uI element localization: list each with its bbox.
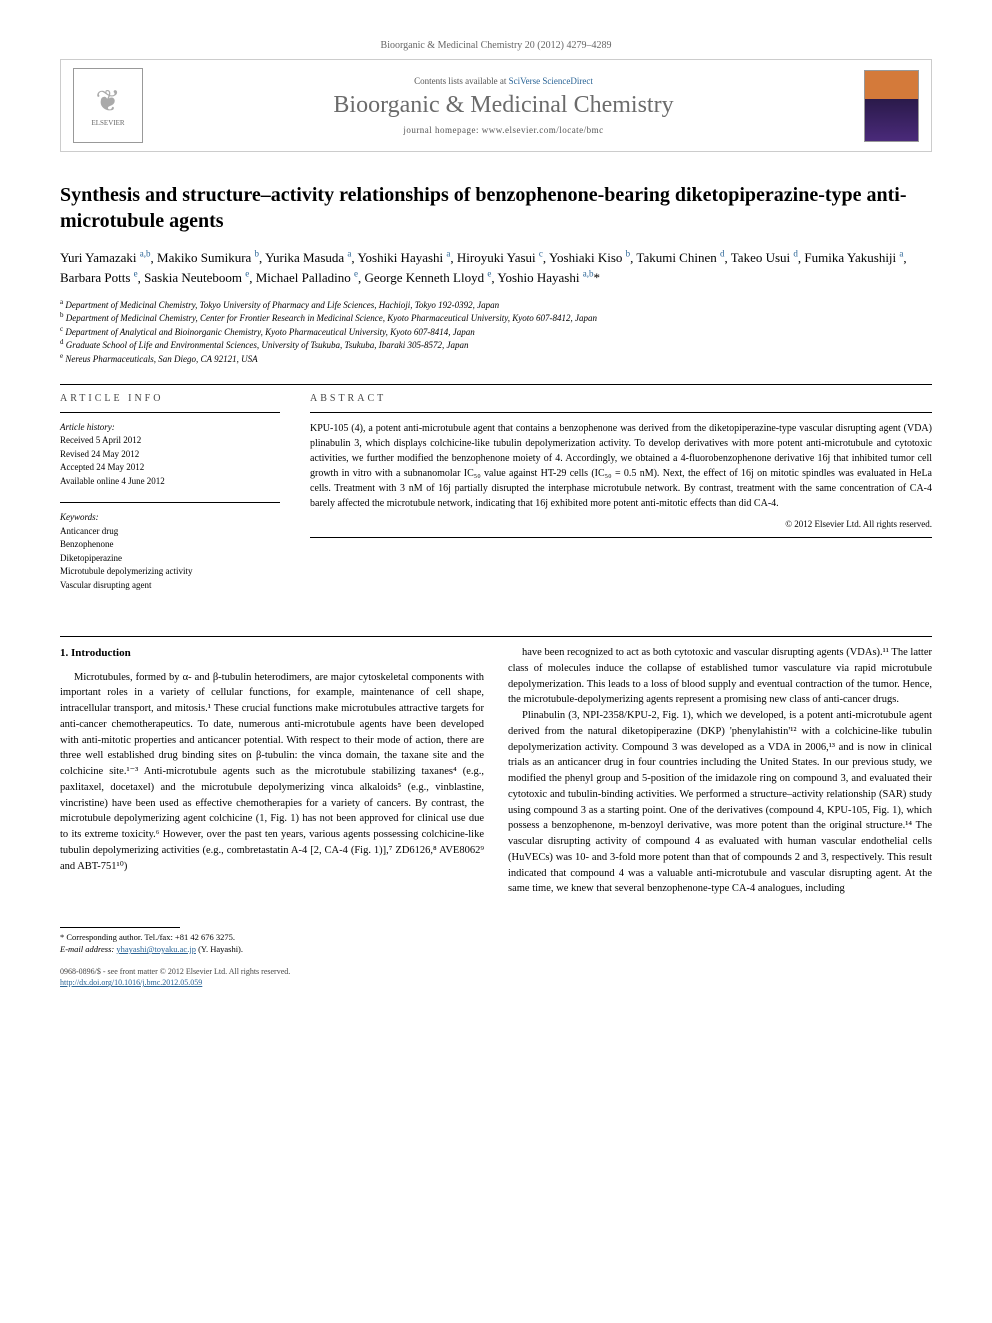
abstract-copyright: © 2012 Elsevier Ltd. All rights reserved… (310, 519, 932, 529)
author: Yuri Yamazaki a,b (60, 250, 151, 265)
author: George Kenneth Lloyd e (364, 270, 491, 285)
author: Saskia Neuteboom e (144, 270, 249, 285)
section-heading: 1. Introduction (60, 645, 484, 662)
elsevier-logo: ❦ ELSEVIER (73, 68, 143, 143)
author: Yoshiki Hayashi a (357, 250, 450, 265)
keywords-label: Keywords: (60, 511, 280, 525)
journal-header: ❦ ELSEVIER Contents lists available at S… (60, 59, 932, 152)
journal-cover-thumbnail (864, 70, 919, 142)
email-person: (Y. Hayashi). (198, 944, 243, 954)
article-title: Synthesis and structure–activity relatio… (60, 182, 932, 234)
affiliation: d Graduate School of Life and Environmen… (60, 338, 932, 352)
author: Fumika Yakushiji a (804, 250, 903, 265)
keyword-item: Benzophenone (60, 538, 280, 552)
page-footer: * Corresponding author. Tel./fax: +81 42… (60, 927, 932, 988)
abstract-column: ABSTRACT KPU-105 (4), a potent anti-micr… (310, 393, 932, 607)
journal-reference: Bioorganic & Medicinal Chemistry 20 (201… (60, 40, 932, 51)
author: Takumi Chinen d (636, 250, 724, 265)
sciverse-link[interactable]: SciVerse ScienceDirect (509, 76, 593, 86)
divider (60, 636, 932, 637)
body-paragraph: Plinabulin (3, NPI-2358/KPU-2, Fig. 1), … (508, 708, 932, 897)
history-item: Accepted 24 May 2012 (60, 461, 280, 475)
email-label: E-mail address: (60, 944, 114, 954)
author: Michael Palladino e (256, 270, 358, 285)
elsevier-tree-icon: ❦ (95, 84, 120, 119)
email-line: E-mail address: yhayashi@toyaku.ac.jp (Y… (60, 944, 932, 956)
abstract-text: KPU-105 (4), a potent anti-microtubule a… (310, 421, 932, 511)
author: Yurika Masuda a (265, 250, 351, 265)
author: Hiroyuki Yasui c (457, 250, 543, 265)
article-body: 1. Introduction Microtubules, formed by … (60, 645, 932, 897)
author: Makiko Sumikura b (157, 250, 259, 265)
affiliation: b Department of Medicinal Chemistry, Cen… (60, 311, 932, 325)
publisher-name: ELSEVIER (91, 119, 124, 127)
divider (60, 502, 280, 503)
divider (310, 412, 932, 413)
history-item: Received 5 April 2012 (60, 434, 280, 448)
divider (310, 537, 932, 538)
article-info-column: ARTICLE INFO Article history: Received 5… (60, 393, 280, 607)
affiliation: c Department of Analytical and Bioinorga… (60, 325, 932, 339)
history-label: Article history: (60, 421, 280, 435)
history-item: Revised 24 May 2012 (60, 448, 280, 462)
footer-divider (60, 927, 180, 928)
keyword-item: Diketopiperazine (60, 552, 280, 566)
affiliation: a Department of Medicinal Chemistry, Tok… (60, 298, 932, 312)
doi-link[interactable]: http://dx.doi.org/10.1016/j.bmc.2012.05.… (60, 978, 202, 987)
homepage-prefix: journal homepage: (403, 125, 481, 135)
email-link[interactable]: yhayashi@toyaku.ac.jp (116, 944, 196, 954)
contents-list-line: Contents lists available at SciVerse Sci… (143, 76, 864, 86)
author: Yoshio Hayashi a,b* (497, 270, 600, 285)
contents-prefix: Contents lists available at (414, 76, 508, 86)
keyword-item: Microtubule depolymerizing activity (60, 565, 280, 579)
abstract-header: ABSTRACT (310, 393, 932, 404)
homepage-url[interactable]: www.elsevier.com/locate/bmc (482, 125, 604, 135)
journal-homepage: journal homepage: www.elsevier.com/locat… (143, 125, 864, 135)
divider (60, 384, 932, 385)
copyright-line: 0968-0896/$ - see front matter © 2012 El… (60, 966, 932, 977)
history-item: Available online 4 June 2012 (60, 475, 280, 489)
journal-name: Bioorganic & Medicinal Chemistry (143, 92, 864, 119)
author: Yoshiaki Kiso b (549, 250, 630, 265)
author: Barbara Potts e (60, 270, 138, 285)
affiliation-list: a Department of Medicinal Chemistry, Tok… (60, 298, 932, 366)
divider (60, 412, 280, 413)
affiliation: e Nereus Pharmaceuticals, San Diego, CA … (60, 352, 932, 366)
article-info-header: ARTICLE INFO (60, 393, 280, 404)
corresponding-author: * Corresponding author. Tel./fax: +81 42… (60, 932, 932, 944)
keyword-item: Vascular disrupting agent (60, 579, 280, 593)
keyword-item: Anticancer drug (60, 525, 280, 539)
author-list: Yuri Yamazaki a,b, Makiko Sumikura b, Yu… (60, 248, 932, 288)
author: Takeo Usui d (731, 250, 798, 265)
body-paragraph: have been recognized to act as both cyto… (508, 645, 932, 708)
body-paragraph: Microtubules, formed by α- and β-tubulin… (60, 670, 484, 875)
